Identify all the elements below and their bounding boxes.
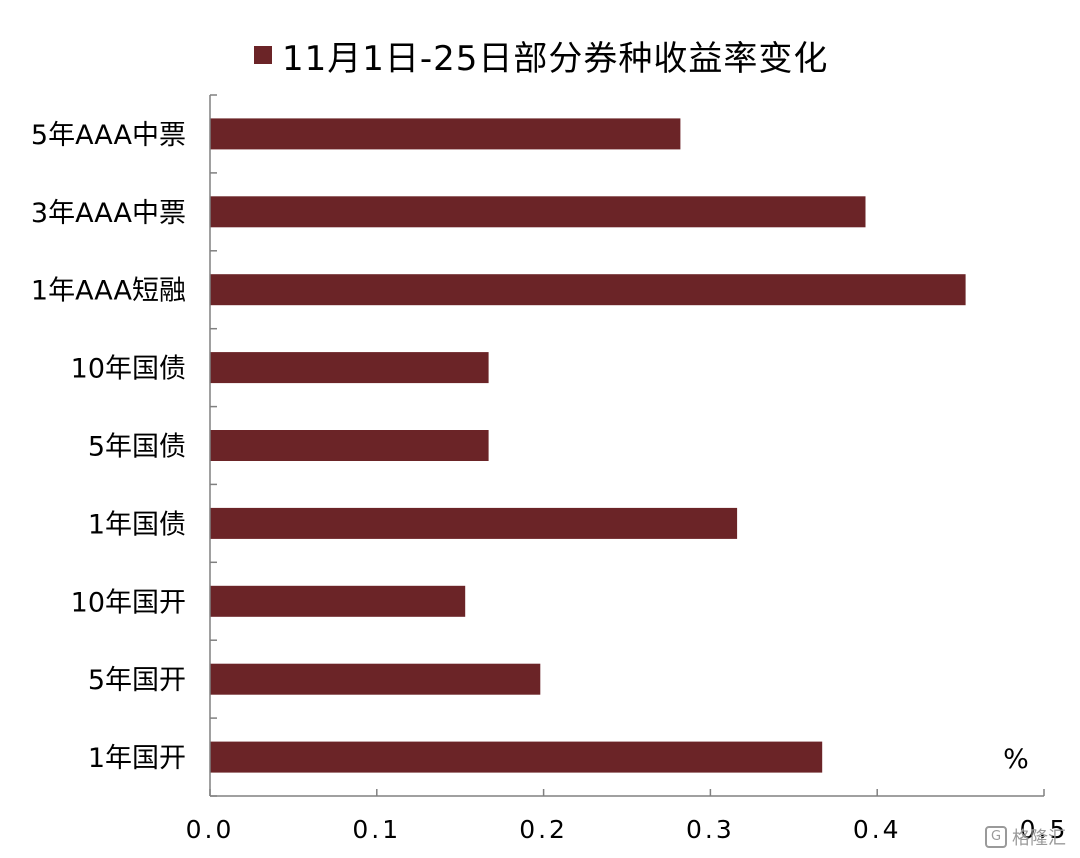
bar xyxy=(210,274,966,306)
bar xyxy=(210,196,866,228)
category-label: 3年AAA中票 xyxy=(31,198,186,229)
category-label: 1年AAA短融 xyxy=(31,276,186,307)
x-tick-label: 0.5 xyxy=(1020,815,1069,844)
labels-layer: 5年AAA中票 3年AAA中票 1年AAA短融 10年国债 5年国债 1年国债 10年国开 5… xyxy=(31,120,1069,844)
category-label: 10年国开 xyxy=(71,587,186,618)
bar xyxy=(210,118,681,150)
watermark-text: 格隆汇 xyxy=(1012,828,1066,849)
bar xyxy=(210,663,541,695)
category-label: 5年AAA中票 xyxy=(31,120,186,151)
bar xyxy=(210,585,466,617)
bars-layer xyxy=(210,118,966,773)
x-tick-label: 0.3 xyxy=(686,815,735,844)
legend-swatch xyxy=(254,46,272,64)
x-tick-label: 0.1 xyxy=(352,815,401,844)
watermark: G 格隆汇 xyxy=(985,824,1066,850)
x-tick-label: 0.2 xyxy=(519,815,568,844)
unit-label: % xyxy=(1003,744,1029,775)
bar xyxy=(210,430,489,461)
legend: 11月1日-25日部分券种收益率变化 xyxy=(254,30,828,80)
legend-label: 11月1日-25日部分券种收益率变化 xyxy=(282,38,829,79)
category-label: 5年国开 xyxy=(88,665,186,696)
category-label: 5年国债 xyxy=(88,432,186,463)
category-label: 1年国开 xyxy=(88,743,186,774)
bar xyxy=(210,741,823,773)
bar xyxy=(210,352,489,384)
bar xyxy=(210,507,738,539)
x-tick-label: 0.4 xyxy=(853,815,902,844)
category-label: 1年国债 xyxy=(88,509,186,540)
watermark-logo-icon: G xyxy=(985,826,1007,848)
category-label: 10年国债 xyxy=(71,354,186,385)
x-tick-label: 0.0 xyxy=(186,815,235,844)
axes-layer xyxy=(209,94,1045,797)
